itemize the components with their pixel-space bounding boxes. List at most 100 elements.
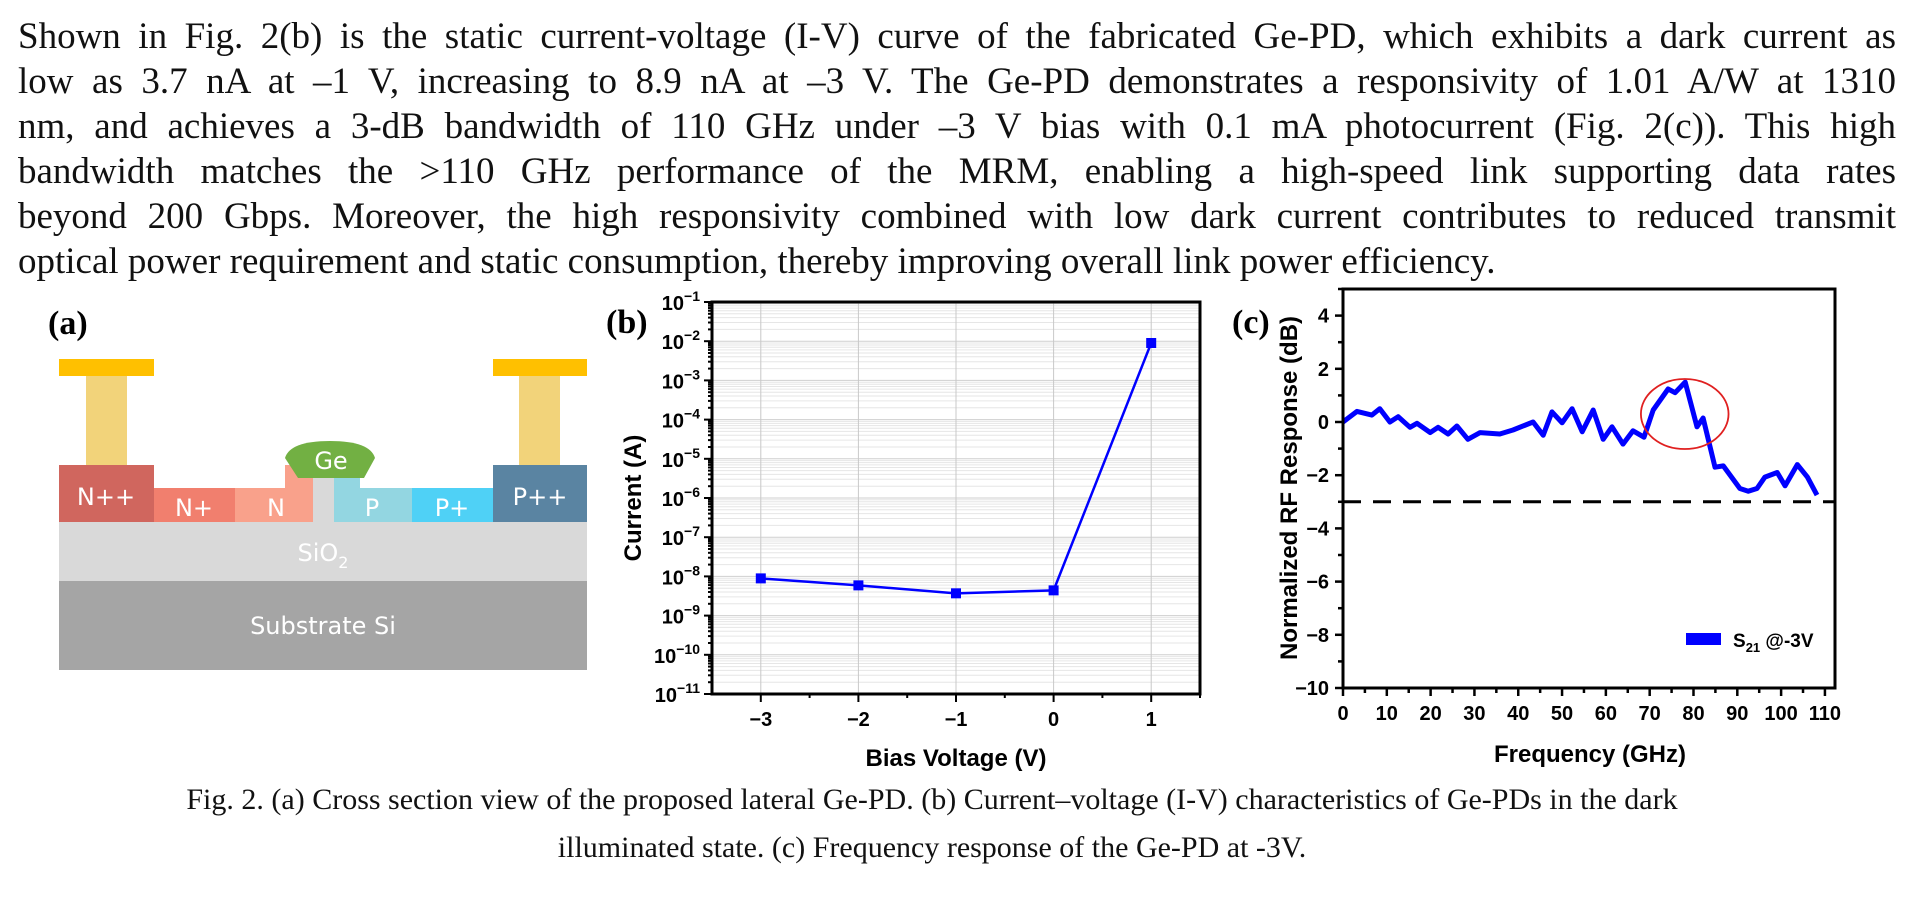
y-tick-label: 10−1	[662, 288, 700, 315]
x-tick-label: 30	[1463, 703, 1485, 725]
y-tick-base: 10	[662, 411, 684, 433]
paragraph-line: low as 3.7 nA at –1 V, increasing to 8.9…	[18, 61, 1896, 102]
axis-ticks: 420−2−4−6−8−100 10 20 30 40 50 60 70 80 90 100 110	[1295, 287, 1841, 725]
legend-subscript: 21	[1746, 640, 1760, 655]
region-label: P	[365, 494, 379, 522]
y-tick-exponent: −3	[684, 366, 700, 382]
legend-suffix: @-3V	[1760, 631, 1814, 652]
y-tick-base: 10	[662, 489, 684, 511]
x-tick-label: 90	[1726, 703, 1748, 725]
region-n	[235, 488, 313, 522]
metal-left	[59, 359, 154, 376]
y-tick-base: 10	[662, 371, 684, 393]
x-tick-label: 100	[1764, 703, 1797, 725]
y-tick-base: 10	[662, 567, 684, 589]
x-tick-label: −3	[749, 709, 772, 731]
x-tick-label: 80	[1682, 703, 1704, 725]
metal-label: Metal	[406, 370, 472, 398]
paragraph-line: bandwidth matches the >110 GHz performan…	[18, 151, 1896, 192]
sio2-layer	[59, 522, 587, 581]
plot-frame	[1341, 287, 1837, 690]
substrate-layer	[59, 581, 587, 670]
sio2-subscript: 2	[338, 553, 348, 572]
x-tick-label: −1	[945, 709, 968, 731]
panel-b-label: (b)	[606, 304, 648, 341]
body-paragraph: Shown in Fig. 2(b) is the static current…	[18, 14, 1896, 284]
via-left	[86, 376, 127, 465]
sio2-text: SiO	[298, 539, 339, 567]
y-axis-label: Current (A)	[620, 435, 647, 562]
series-line	[1341, 379, 1820, 497]
legend-label: S21 @-3V	[1733, 631, 1814, 655]
y-tick-label: 2	[1318, 359, 1329, 381]
y-tick-label: 10−4	[662, 406, 700, 433]
ge-label: Ge	[314, 447, 347, 475]
y-tick-label: 10−6	[662, 484, 700, 511]
data-point	[951, 588, 961, 599]
y-tick-base: 10	[662, 450, 684, 472]
panel-b-iv-chart: (b) 10−110−210−310−410−510−610−710−810−9…	[606, 288, 1202, 772]
y-tick-label: 10−8	[662, 562, 700, 589]
germanium-absorber	[285, 441, 375, 478]
grid	[712, 302, 1200, 695]
metal-right	[493, 359, 587, 376]
via-label: Via	[143, 420, 180, 448]
panel-c-label: (c)	[1232, 304, 1270, 341]
substrate-label: Substrate Si	[250, 612, 396, 640]
y-tick-exponent: −1	[684, 288, 700, 304]
y-tick-label: 10−2	[662, 327, 700, 354]
y-tick-base: 10	[655, 685, 677, 707]
figure-caption: Fig. 2. (a) Cross section view of the pr…	[0, 776, 1864, 872]
x-tick-label: 0	[1048, 709, 1059, 731]
paragraph-line: beyond 200 Gbps. Moreover, the high resp…	[18, 196, 1896, 237]
x-tick-label: 40	[1507, 703, 1529, 725]
y-tick-exponent: −10	[676, 641, 700, 657]
y-tick-exponent: −4	[684, 406, 700, 422]
y-tick-exponent: −2	[684, 327, 700, 343]
y-tick-base: 10	[662, 332, 684, 354]
y-tick-label: 10−7	[662, 523, 700, 550]
x-tick-label: 50	[1551, 703, 1573, 725]
y-axis-label: Normalized RF Response (dB)	[1276, 316, 1303, 660]
x-tick-label: 60	[1595, 703, 1617, 725]
y-tick-exponent: −11	[677, 680, 700, 696]
y-tick-label: 10−5	[662, 445, 700, 472]
panel-c-frequency-response: (c) 420−2−4−6−8−100 10 20 30 40 50 60 70 80 90 100…	[1232, 287, 1841, 768]
x-tick-label: 10	[1376, 703, 1398, 725]
paragraph-line: Shown in Fig. 2(b) is the static current…	[18, 16, 1896, 57]
via-right	[519, 376, 560, 465]
region-ppp	[493, 465, 587, 522]
data-point	[1146, 337, 1157, 348]
legend: S21 @-3V	[1686, 631, 1814, 655]
y-tick-exponent: −7	[684, 523, 700, 539]
region-label: N++	[77, 483, 135, 511]
y-tick-exponent: −5	[684, 445, 700, 461]
x-tick-label: 110	[1809, 703, 1841, 725]
y-tick-label: −2	[1306, 465, 1329, 487]
paragraph-line: nm, and achieves a 3-dB bandwidth of 110…	[18, 106, 1896, 147]
data-point	[755, 573, 766, 584]
region-label: P+	[435, 494, 470, 522]
legend-text: S	[1733, 631, 1746, 652]
y-tick-label: 10−9	[662, 602, 700, 629]
x-tick-label: 70	[1639, 703, 1661, 725]
x-axis-label: Bias Voltage (V)	[866, 745, 1047, 772]
region-label: N	[267, 494, 285, 522]
region-label: P++	[513, 483, 568, 511]
caption-line: Fig. 2. (a) Cross section view of the pr…	[186, 783, 1678, 816]
y-tick-base: 10	[662, 528, 684, 550]
y-tick-label: 10−10	[654, 641, 700, 668]
x-tick-label: 1	[1146, 709, 1157, 731]
y-tick-label: 10−3	[662, 366, 700, 393]
y-tick-label: −6	[1306, 572, 1329, 594]
region-label: N+	[175, 494, 213, 522]
y-tick-label: 10−11	[655, 680, 700, 707]
y-tick-base: 10	[654, 646, 676, 668]
series-iv	[755, 337, 1157, 599]
region-pp	[412, 488, 493, 522]
y-tick-base: 10	[662, 607, 684, 629]
y-tick-label: −4	[1306, 518, 1330, 540]
x-axis-label: Frequency (GHz)	[1494, 741, 1686, 768]
data-point	[853, 580, 864, 591]
